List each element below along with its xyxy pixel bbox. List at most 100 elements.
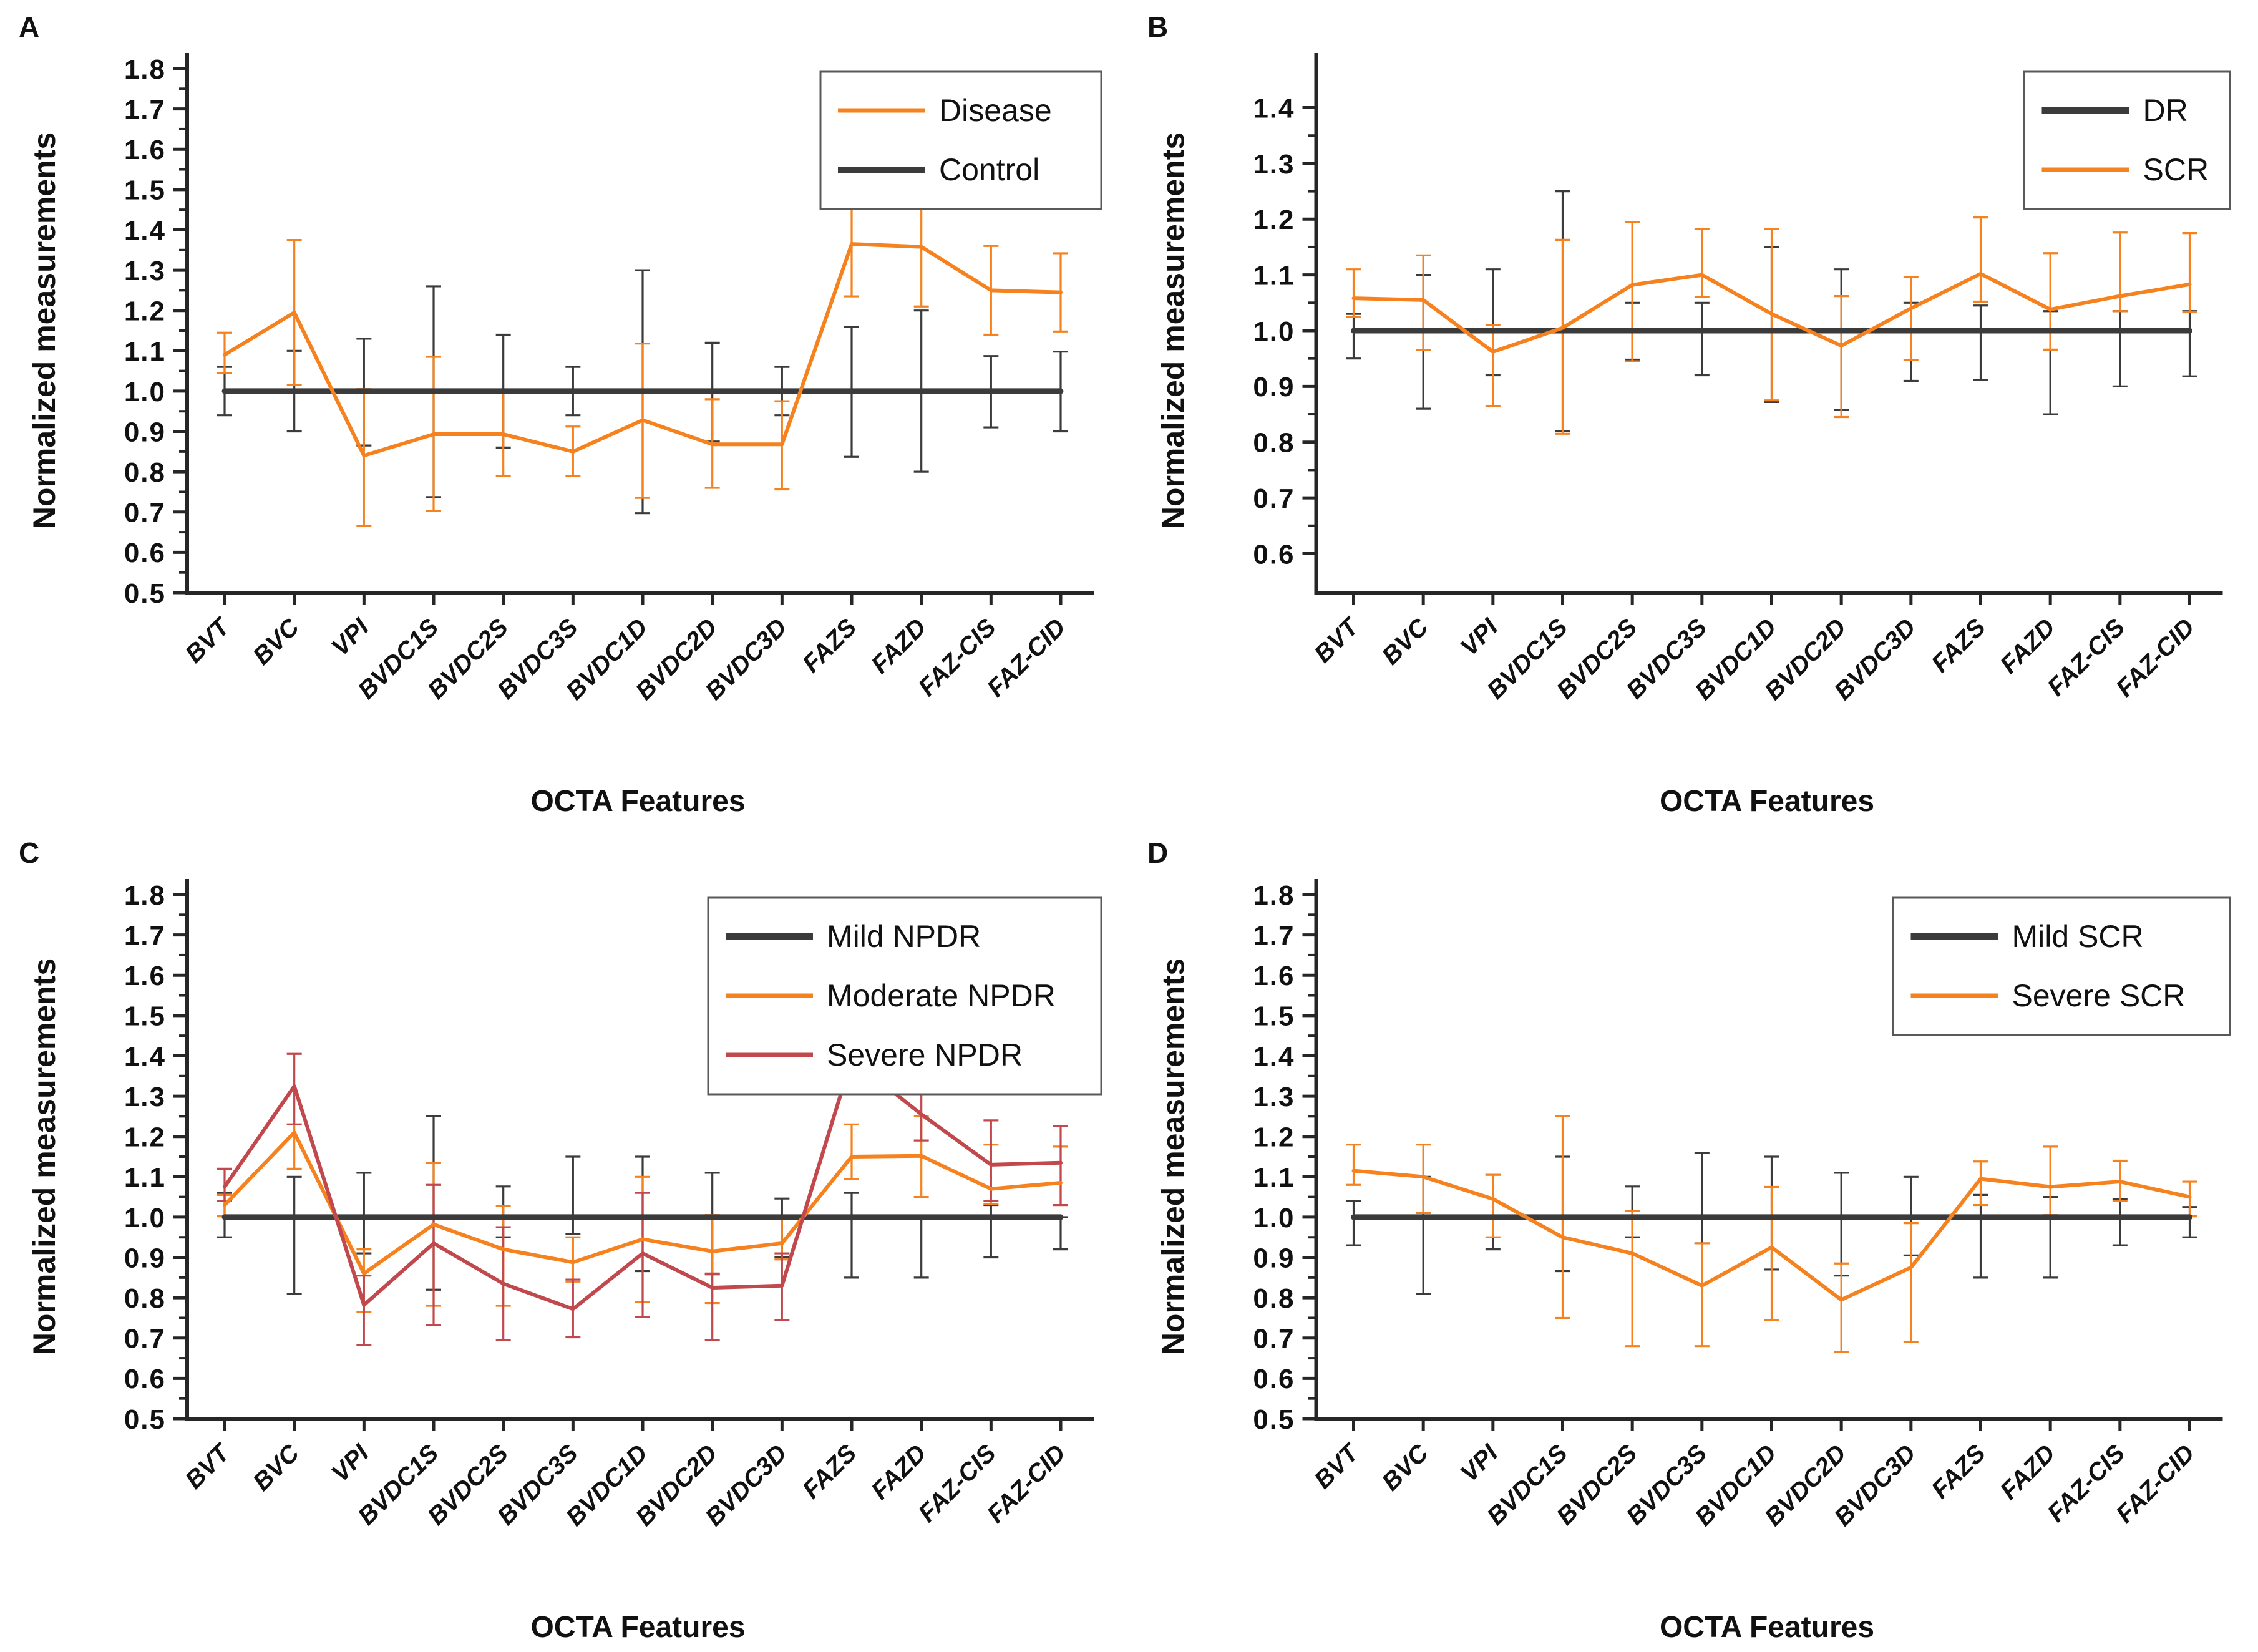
svg-text:0.7: 0.7 <box>124 1324 166 1354</box>
svg-text:OCTA Features: OCTA Features <box>530 1611 745 1644</box>
panel-a: A 0.5 0.6 0.7 0.8 0.9 1.0 1.1 1.2 1.3 1.4 1.5 1.6 1.… <box>0 0 1129 826</box>
panel-b-letter: B <box>1147 11 1169 43</box>
svg-text:1.8: 1.8 <box>1253 880 1295 911</box>
svg-text:FAZS: FAZS <box>1926 613 1991 678</box>
svg-text:0.8: 0.8 <box>124 457 166 488</box>
svg-text:1.3: 1.3 <box>1253 1082 1295 1112</box>
svg-text:1.3: 1.3 <box>1253 149 1295 180</box>
svg-text:BVC: BVC <box>248 1439 305 1496</box>
svg-text:FAZ-CID: FAZ-CID <box>982 613 1071 702</box>
panel-d-chart: 0.5 0.6 0.7 0.8 0.9 1.0 1.1 1.2 1.3 1.4 1.5 1.6 1.7 1… <box>1156 879 2231 1644</box>
svg-text:1.1: 1.1 <box>1253 1162 1295 1193</box>
svg-text:1.1: 1.1 <box>124 1162 166 1193</box>
svg-text:1.5: 1.5 <box>124 175 166 206</box>
svg-text:BVT: BVT <box>1309 1438 1365 1494</box>
svg-text:VPI: VPI <box>1455 613 1503 661</box>
svg-text:SCR: SCR <box>2143 152 2209 187</box>
svg-text:Severe SCR: Severe SCR <box>2012 978 2186 1013</box>
svg-text:1.6: 1.6 <box>1253 961 1295 991</box>
svg-text:0.8: 0.8 <box>1253 428 1295 459</box>
svg-text:FAZ-CID: FAZ-CID <box>2111 613 2200 702</box>
svg-text:FAZD: FAZD <box>866 1439 932 1505</box>
svg-text:0.8: 0.8 <box>1253 1283 1295 1314</box>
svg-text:FAZD: FAZD <box>1995 613 2061 679</box>
svg-text:1.2: 1.2 <box>1253 1122 1295 1153</box>
svg-text:0.7: 0.7 <box>1253 1324 1295 1354</box>
svg-text:0.9: 0.9 <box>124 1243 166 1273</box>
svg-text:1.2: 1.2 <box>124 1122 166 1153</box>
svg-text:FAZS: FAZS <box>797 1439 862 1504</box>
svg-text:1.4: 1.4 <box>124 215 166 246</box>
svg-text:1.0: 1.0 <box>1253 316 1295 347</box>
svg-text:Normalized measurements: Normalized measurements <box>1156 132 1191 529</box>
svg-text:Moderate NPDR: Moderate NPDR <box>827 978 1056 1013</box>
svg-text:1.2: 1.2 <box>1253 205 1295 235</box>
svg-text:1.3: 1.3 <box>124 256 166 286</box>
svg-text:1.8: 1.8 <box>124 54 166 85</box>
svg-text:0.5: 0.5 <box>1253 1404 1295 1435</box>
svg-text:Mild NPDR: Mild NPDR <box>827 919 981 954</box>
svg-text:0.5: 0.5 <box>124 578 166 609</box>
svg-text:1.0: 1.0 <box>124 377 166 407</box>
panel-c-letter: C <box>19 837 40 869</box>
svg-text:0.7: 0.7 <box>1253 483 1295 514</box>
panel-d: D 0.5 0.6 0.7 0.8 0.9 1.0 1.1 1.2 1.3 1.4 1.5 1.6 1.… <box>1129 826 2258 1652</box>
svg-text:1.2: 1.2 <box>124 296 166 327</box>
panel-c-chart: 0.5 0.6 0.7 0.8 0.9 1.0 1.1 1.2 1.3 1.4 1.5 1.6 1.7 1… <box>27 879 1102 1644</box>
svg-text:Mild SCR: Mild SCR <box>2012 919 2144 954</box>
svg-text:BVC: BVC <box>248 613 305 670</box>
svg-text:BVC: BVC <box>1377 613 1434 670</box>
svg-text:VPI: VPI <box>326 613 374 661</box>
panel-c: C 0.5 0.6 0.7 0.8 0.9 1.0 1.1 1.2 1.3 1.4 1.5 1.6 1.… <box>0 826 1129 1652</box>
svg-text:0.8: 0.8 <box>124 1283 166 1314</box>
svg-text:1.1: 1.1 <box>124 336 166 367</box>
svg-text:1.7: 1.7 <box>124 920 166 951</box>
svg-text:BVT: BVT <box>1309 612 1365 668</box>
svg-text:FAZD: FAZD <box>866 613 932 679</box>
svg-text:1.7: 1.7 <box>124 94 166 125</box>
svg-text:0.6: 0.6 <box>1253 539 1295 570</box>
panel-a-chart: 0.5 0.6 0.7 0.8 0.9 1.0 1.1 1.2 1.3 1.4 1.5 1.6 1.7 1… <box>27 53 1102 818</box>
svg-text:FAZ-CID: FAZ-CID <box>2111 1439 2200 1528</box>
svg-text:OCTA Features: OCTA Features <box>530 785 745 818</box>
panel-d-letter: D <box>1147 837 1169 869</box>
svg-text:DR: DR <box>2143 93 2188 128</box>
svg-text:0.7: 0.7 <box>124 498 166 528</box>
svg-text:1.1: 1.1 <box>1253 260 1295 291</box>
svg-text:FAZS: FAZS <box>797 613 862 678</box>
svg-text:0.6: 0.6 <box>124 538 166 568</box>
svg-text:1.3: 1.3 <box>124 1082 166 1112</box>
svg-text:VPI: VPI <box>326 1439 374 1487</box>
svg-text:0.6: 0.6 <box>1253 1364 1295 1394</box>
panel-a-letter: A <box>19 11 40 43</box>
svg-text:BVC: BVC <box>1377 1439 1434 1496</box>
svg-text:1.4: 1.4 <box>1253 1041 1295 1072</box>
svg-text:0.6: 0.6 <box>124 1364 166 1394</box>
svg-text:1.0: 1.0 <box>1253 1203 1295 1233</box>
svg-text:Disease: Disease <box>939 93 1052 128</box>
svg-text:0.9: 0.9 <box>1253 372 1295 402</box>
svg-text:Normalized measurements: Normalized measurements <box>27 132 62 529</box>
svg-text:FAZS: FAZS <box>1926 1439 1991 1504</box>
svg-text:1.6: 1.6 <box>124 135 166 165</box>
svg-text:Severe NPDR: Severe NPDR <box>827 1037 1023 1072</box>
svg-text:1.4: 1.4 <box>1253 93 1295 124</box>
panel-b: B 0.6 0.7 0.8 0.9 1.0 1.1 1.2 1.3 1.4 BVT BVC VPI BV… <box>1129 0 2258 826</box>
svg-text:0.5: 0.5 <box>124 1404 166 1435</box>
svg-text:OCTA Features: OCTA Features <box>1660 1611 1874 1644</box>
svg-text:1.4: 1.4 <box>124 1041 166 1072</box>
svg-text:Normalized measurements: Normalized measurements <box>1156 958 1191 1355</box>
svg-text:1.5: 1.5 <box>1253 1001 1295 1032</box>
svg-text:1.7: 1.7 <box>1253 920 1295 951</box>
svg-text:1.8: 1.8 <box>124 880 166 911</box>
svg-text:FAZ-CID: FAZ-CID <box>982 1439 1071 1528</box>
svg-text:FAZD: FAZD <box>1995 1439 2061 1505</box>
svg-text:Control: Control <box>939 152 1039 187</box>
svg-text:1.5: 1.5 <box>124 1001 166 1032</box>
svg-text:Normalized measurements: Normalized measurements <box>27 958 62 1355</box>
svg-text:1.6: 1.6 <box>124 961 166 991</box>
svg-text:OCTA Features: OCTA Features <box>1660 785 1874 818</box>
svg-text:BVT: BVT <box>180 1438 236 1494</box>
